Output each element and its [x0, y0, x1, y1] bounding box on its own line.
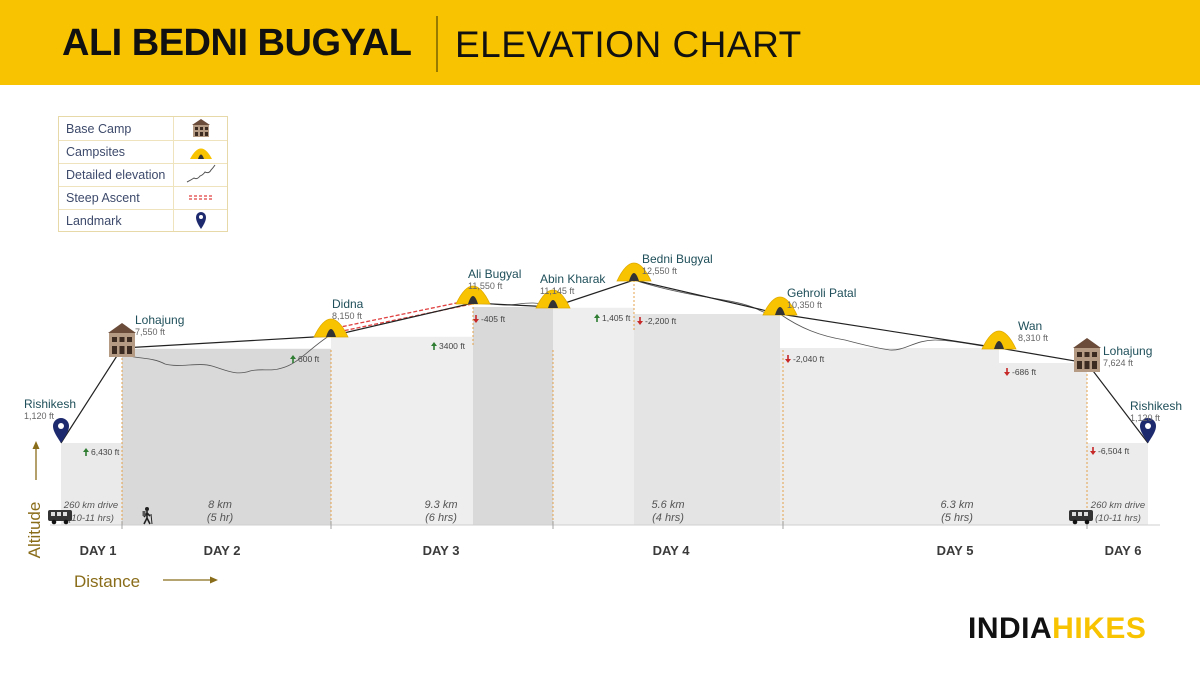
- bottom-axis: 260 km drive(10-11 hrs)8 km(5 hr)9.3 km(…: [25, 499, 1160, 591]
- legend-item-campsites: Campsites: [59, 140, 227, 164]
- elevation-change: -2,200 ft: [645, 316, 677, 326]
- segment-fill: [999, 363, 1087, 525]
- legend-label: Detailed elevation: [66, 168, 166, 182]
- tent-icon: [313, 318, 349, 338]
- segment-time: (4 hrs): [652, 512, 684, 524]
- segment-time: (5 hrs): [941, 512, 973, 524]
- point-elevation: 7,624 ft: [1103, 358, 1134, 368]
- segment-fill: [780, 348, 999, 525]
- tent-icon: [981, 330, 1017, 350]
- elevation-change: -405 ft: [481, 314, 506, 324]
- elevation-changes: 6,430 ft 600 ft 3400 ft -405 ft 1,405 ft -2,2…: [83, 313, 1130, 457]
- chart-subtitle: ELEVATION CHART: [455, 24, 802, 65]
- point-elevation: 8,310 ft: [1018, 333, 1049, 343]
- point-elevation: 1,120 ft: [1130, 413, 1161, 423]
- elevation-change: -6,504 ft: [1098, 446, 1130, 456]
- legend-label: Base Camp: [66, 122, 132, 136]
- segment-time: (6 hrs): [425, 512, 457, 524]
- point-name-wan: Wan: [1018, 319, 1042, 333]
- elevation-profile-line: [60, 279, 1149, 444]
- day-label-1: DAY 1: [80, 543, 117, 558]
- distance-arrow-head: [210, 576, 218, 584]
- segment-distance: 8 km: [208, 499, 232, 511]
- map-pin-icon: [196, 212, 206, 229]
- header-banner: ALI BEDNI BUGYAL ELEVATION CHART: [0, 0, 1200, 85]
- altitude-axis-label: Altitude: [25, 502, 44, 559]
- segment-distance: 9.3 km: [424, 499, 457, 511]
- legend-label: Campsites: [66, 145, 126, 159]
- elevation-change: 3400 ft: [439, 341, 466, 351]
- elevation-change: -2,040 ft: [793, 354, 825, 364]
- segment-fill: [473, 307, 553, 525]
- point-elevation: 11,550 ft: [468, 281, 503, 291]
- squiggle-icon: [186, 164, 216, 183]
- tent-icon: [190, 148, 212, 159]
- elevation-change: 1,405 ft: [602, 313, 631, 323]
- indiahikes-logo: INDIAHIKES: [968, 612, 1146, 646]
- point-elevation: 1,120 ft: [24, 411, 55, 421]
- distance-axis-label: Distance: [74, 572, 140, 591]
- day-label-2: DAY 2: [204, 543, 241, 558]
- legend-item-base-camp: Base Camp: [59, 117, 227, 141]
- point-name-rishikesh: Rishikesh: [1130, 399, 1182, 413]
- elevation-change: 600 ft: [298, 354, 320, 364]
- point-name-bedni-bugyal: Bedni Bugyal: [642, 252, 713, 266]
- legend-label: Landmark: [66, 214, 122, 228]
- segment-fills: [61, 279, 1148, 525]
- elevation-change: -686 ft: [1012, 367, 1037, 377]
- segment-distance: 5.6 km: [651, 499, 684, 511]
- logo-part-2: HIKES: [1052, 612, 1147, 645]
- point-elevation: 8,150 ft: [332, 311, 363, 321]
- detailed-elevation-line: [121, 335, 330, 374]
- point-elevation: 7,550 ft: [135, 327, 166, 337]
- point-name-lohajung: Lohajung: [135, 313, 184, 327]
- point-elevation: 12,550 ft: [642, 266, 678, 276]
- segment-distance: 260 km drive: [1090, 500, 1145, 511]
- point-name-didna: Didna: [332, 297, 364, 311]
- map-pin-icon: [53, 418, 69, 443]
- segment-distance: 6.3 km: [940, 499, 973, 511]
- altitude-arrow-head: [32, 441, 40, 449]
- point-name-gehroli-patal: Gehroli Patal: [787, 286, 856, 300]
- legend-label: Steep Ascent: [66, 191, 140, 205]
- legend-item-steep-ascent: Steep Ascent: [59, 186, 227, 210]
- chart-title: ALI BEDNI BUGYAL: [62, 22, 412, 64]
- segment-fill: [634, 314, 780, 525]
- point-name-lohajung: Lohajung: [1103, 344, 1152, 358]
- house-icon: [108, 323, 136, 357]
- day-label-4: DAY 4: [653, 543, 691, 558]
- day-label-3: DAY 3: [423, 543, 460, 558]
- segment-fill: [553, 307, 634, 525]
- legend-divider: [173, 117, 174, 231]
- dashed-line-icon: [189, 195, 213, 200]
- axis-arrows: [32, 441, 218, 584]
- segment-time: (10-11 hrs): [1095, 513, 1141, 524]
- point-elevation: 10,350 ft: [787, 300, 823, 310]
- day-label-6: DAY 6: [1105, 543, 1142, 558]
- elevation-change: 6,430 ft: [91, 447, 120, 457]
- legend: Base Camp Campsites Detailed elevation S…: [58, 116, 228, 232]
- point-name-rishikesh: Rishikesh: [24, 397, 76, 411]
- segment-fill: [1087, 443, 1148, 525]
- segment-fill: [331, 336, 473, 525]
- point-elevation: 11,145 ft: [540, 286, 575, 296]
- segment-time: (10-11 hrs): [68, 513, 114, 524]
- day-label-5: DAY 5: [937, 543, 974, 558]
- day-guides: [121, 280, 1088, 525]
- point-name-abin-kharak: Abin Kharak: [540, 272, 606, 286]
- point-name-ali-bugyal: Ali Bugyal: [468, 267, 521, 281]
- house-icon: [1073, 338, 1101, 372]
- legend-item-detailed-elevation: Detailed elevation: [59, 163, 227, 187]
- segment-fill: [122, 348, 331, 525]
- segment-distance: 260 km drive: [63, 500, 118, 511]
- house-icon: [192, 119, 210, 137]
- legend-item-landmark: Landmark: [59, 209, 227, 232]
- title-divider: [436, 16, 438, 72]
- segment-time: (5 hr): [207, 512, 234, 524]
- logo-part-1: INDIA: [968, 612, 1053, 645]
